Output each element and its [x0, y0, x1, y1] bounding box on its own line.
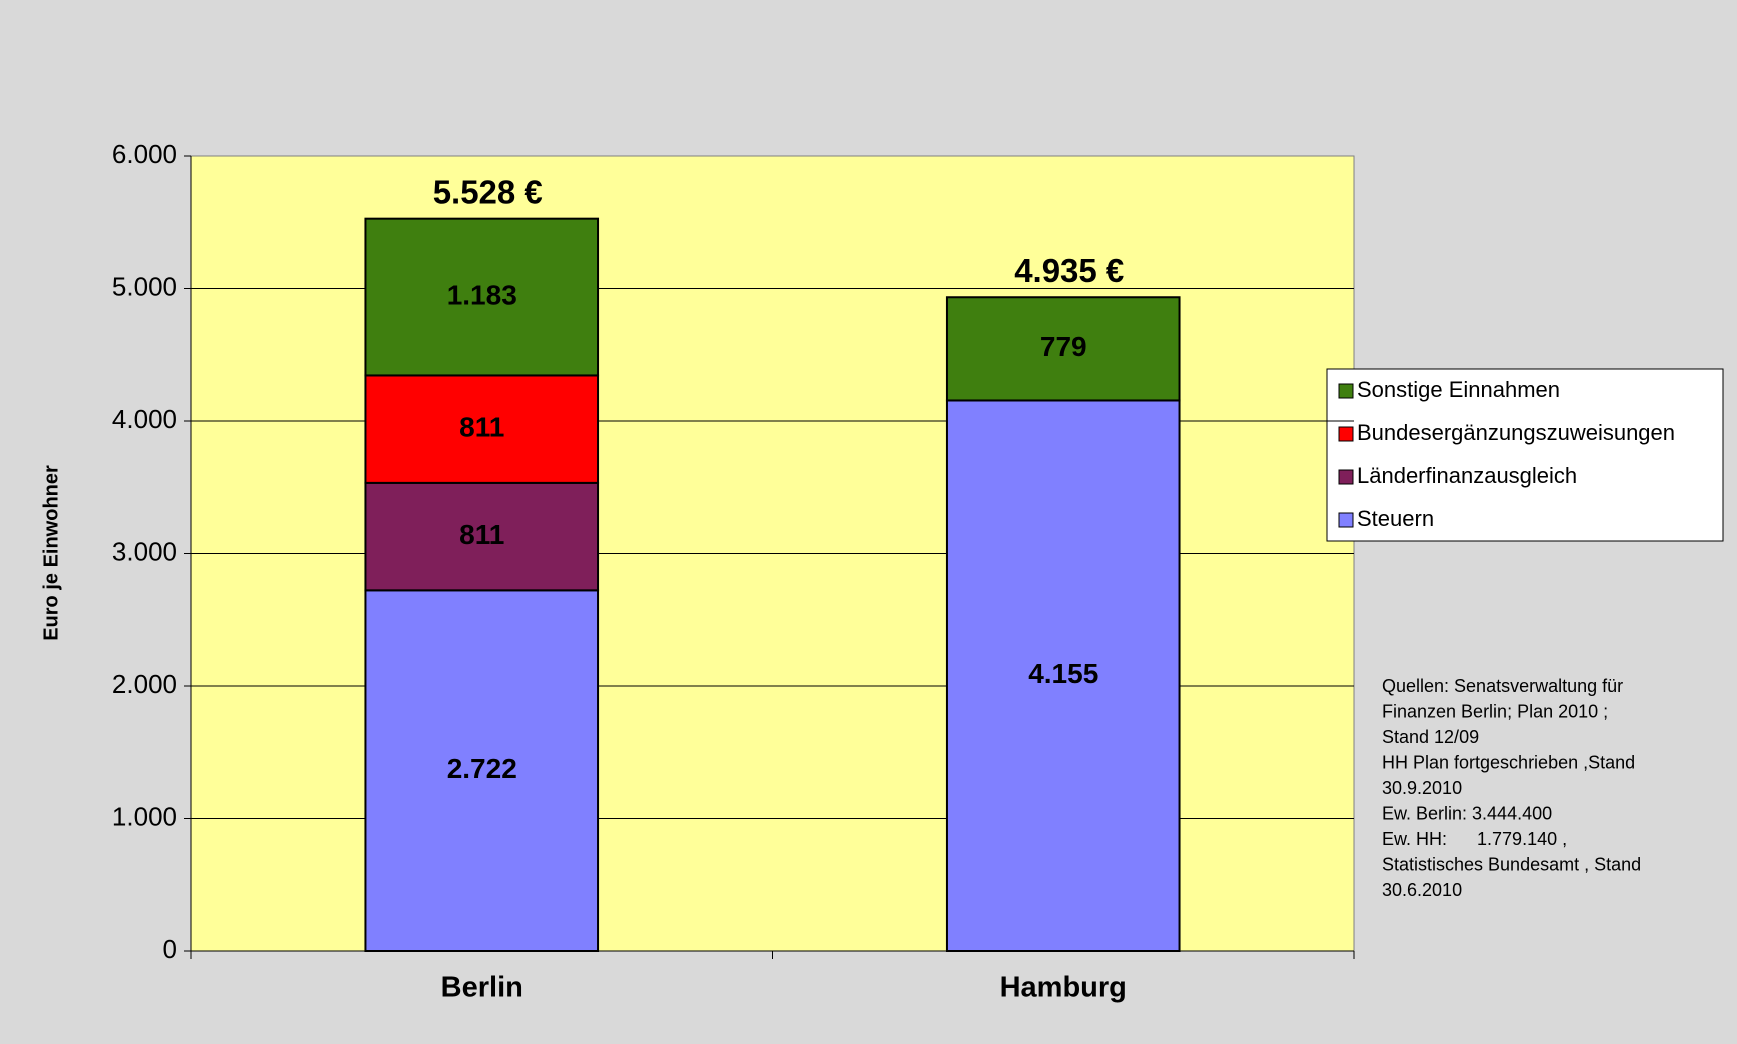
- y-tick-label: 6.000: [112, 139, 177, 169]
- y-tick-label: 3.000: [112, 536, 177, 566]
- source-note: Statistisches Bundesamt , Stand: [1382, 854, 1641, 874]
- source-note: Stand 12/09: [1382, 727, 1479, 747]
- value-label: 811: [459, 412, 504, 443]
- source-note: Finanzen Berlin; Plan 2010 ;: [1382, 701, 1608, 721]
- source-note: Quellen: Senatsverwaltung für: [1382, 676, 1623, 696]
- y-tick-label: 1.000: [112, 801, 177, 831]
- legend-label: Sonstige Einnahmen: [1357, 377, 1560, 402]
- legend: [1326, 368, 1724, 542]
- y-tick-label: 5.000: [112, 271, 177, 301]
- legend-swatch: [1338, 512, 1354, 528]
- source-note: 30.9.2010: [1382, 778, 1462, 798]
- value-label: 2.722: [447, 753, 517, 784]
- total-label: 5.528 €: [433, 173, 543, 210]
- y-tick-label: 0: [163, 934, 177, 964]
- legend-swatch: [1338, 383, 1354, 399]
- bar-segment: [364, 481, 600, 592]
- x-tick-label: Berlin: [441, 972, 523, 1004]
- bar-segment: [364, 217, 600, 377]
- value-label: 4.155: [1028, 658, 1098, 689]
- value-label: 779: [1040, 331, 1087, 362]
- x-tick-label: Hamburg: [1000, 972, 1127, 1004]
- value-label: 1.183: [447, 279, 517, 310]
- legend-label: Steuern: [1357, 506, 1434, 531]
- bar-segment: [364, 589, 600, 953]
- y-tick-label: 4.000: [112, 404, 177, 434]
- value-label: 811: [459, 519, 504, 550]
- source-note: Ew. Berlin: 3.444.400: [1382, 803, 1552, 823]
- bar-segment: [364, 374, 600, 484]
- legend-label: Bundesergänzungszuweisungen: [1357, 420, 1675, 445]
- source-note: HH Plan fortgeschrieben ,Stand: [1382, 752, 1635, 772]
- legend-swatch: [1338, 469, 1354, 485]
- bar-segment: [945, 296, 1181, 402]
- y-axis-label: Euro je Einwohner: [40, 465, 62, 641]
- source-note: 30.6.2010: [1382, 880, 1462, 900]
- total-label: 4.935 €: [1014, 252, 1124, 289]
- source-note: Ew. HH: 1.779.140 ,: [1382, 829, 1567, 849]
- legend-swatch: [1338, 426, 1354, 442]
- y-tick-label: 2.000: [112, 669, 177, 699]
- bar-segment: [945, 399, 1181, 952]
- legend-label: Länderfinanzausgleich: [1357, 463, 1577, 488]
